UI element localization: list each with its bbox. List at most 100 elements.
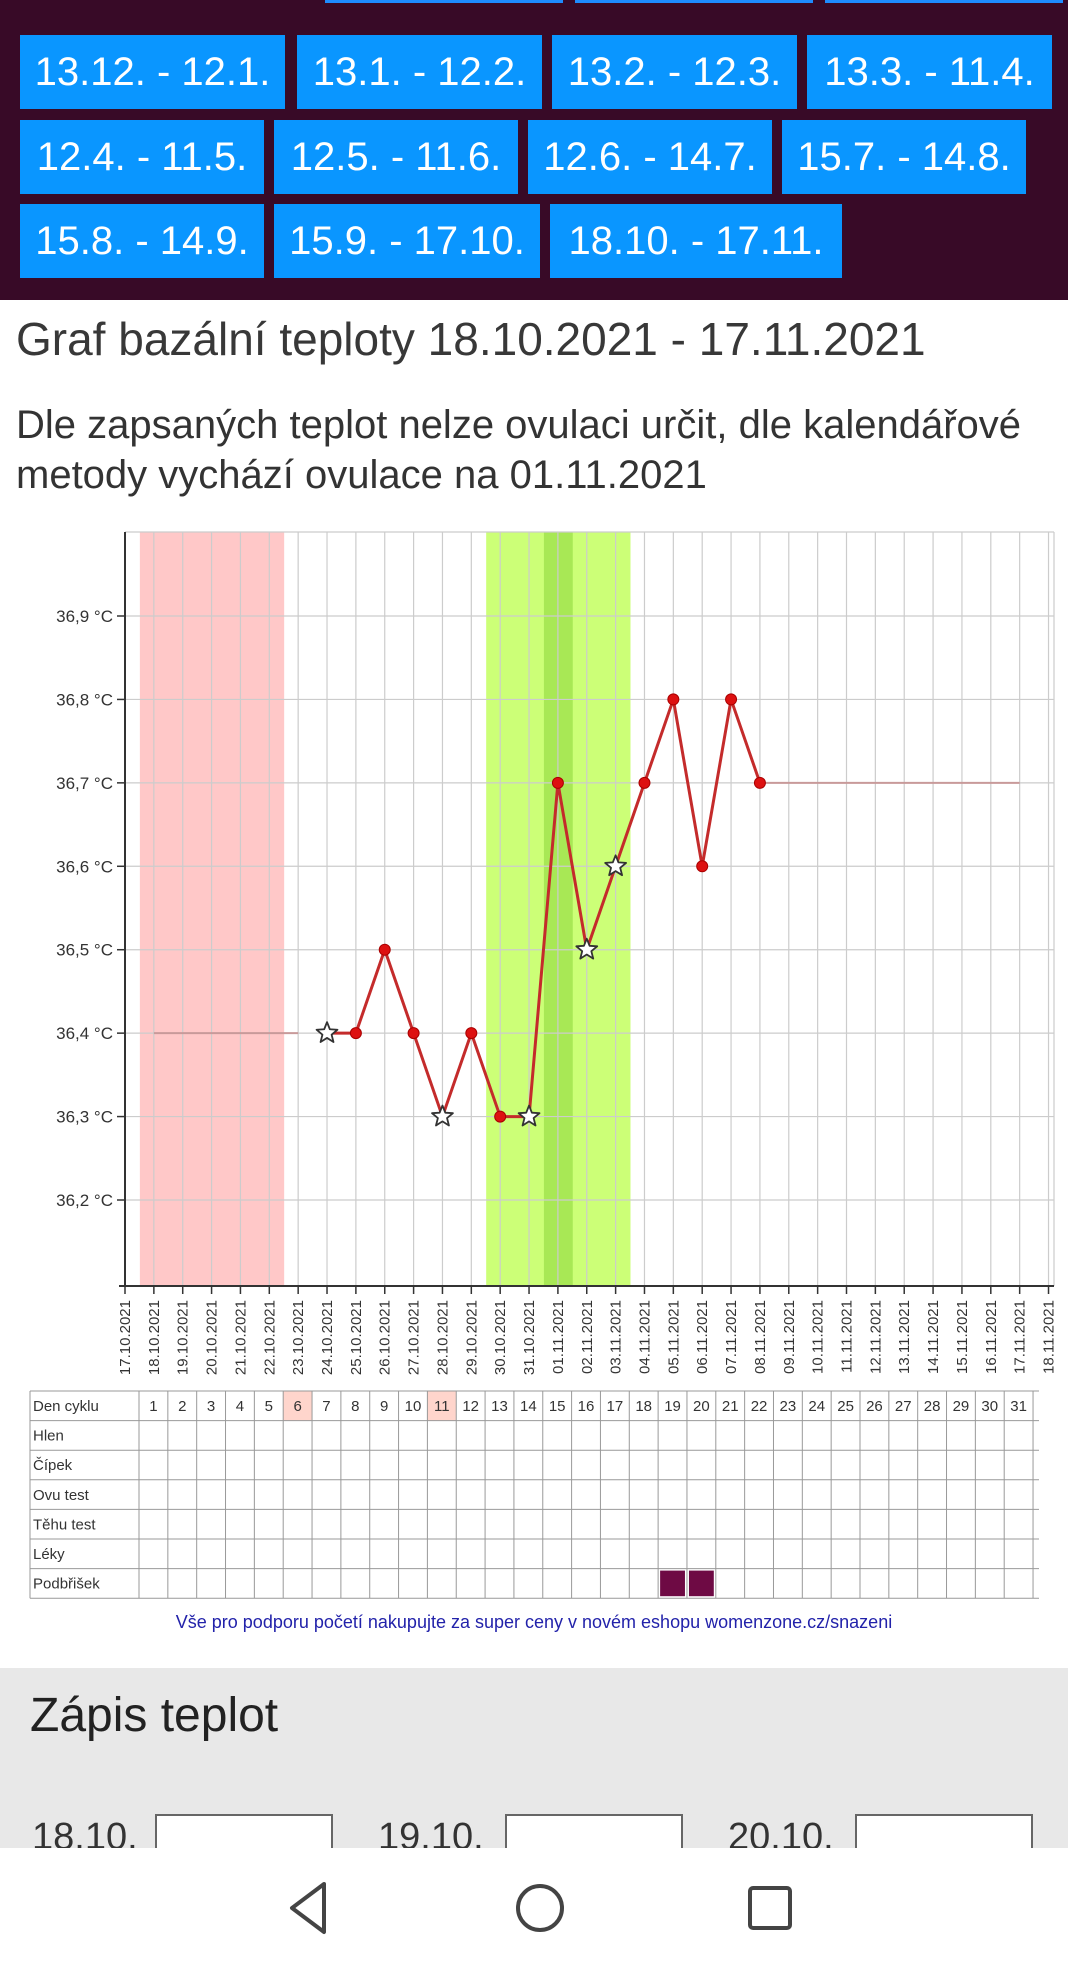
cycle-button[interactable]: 13.3. - 11.4. bbox=[807, 35, 1052, 109]
day-number: 1 bbox=[149, 1398, 157, 1415]
table-row-label: Den cyklu bbox=[33, 1398, 99, 1415]
data-point bbox=[465, 1027, 478, 1040]
y-tick-label: 36,4 °C bbox=[56, 1024, 113, 1043]
day-number: 5 bbox=[265, 1398, 273, 1415]
ovulation-result-text: Dle zapsaných teplot nelze ovulaci určit… bbox=[16, 403, 1022, 497]
day-number: 18 bbox=[635, 1398, 652, 1415]
podbrisek-filled-cell bbox=[660, 1570, 685, 1597]
table-row-label: Těhu test bbox=[33, 1516, 96, 1533]
day-number: 16 bbox=[578, 1398, 595, 1415]
day-number: 31 bbox=[1010, 1398, 1027, 1415]
temperature-form: Zápis teplot 18.10. 19.10. 20.10. bbox=[0, 1668, 1068, 1848]
day-number: 9 bbox=[380, 1398, 388, 1415]
day-number: 11 bbox=[434, 1398, 450, 1415]
top-tab-edge bbox=[825, 0, 1063, 3]
cycle-button[interactable]: 15.9. - 17.10. bbox=[274, 204, 540, 278]
x-tick-label: 27.10.2021 bbox=[406, 1300, 423, 1375]
temperature-line bbox=[327, 697, 762, 1119]
form-title: Zápis teplot bbox=[30, 1689, 279, 1742]
x-tick-label: 25.10.2021 bbox=[348, 1300, 365, 1375]
x-tick-label: 10.11.2021 bbox=[810, 1300, 827, 1374]
home-button[interactable] bbox=[480, 1848, 600, 1968]
day-number: 6 bbox=[293, 1398, 301, 1415]
top-tab-edge bbox=[575, 0, 813, 3]
x-tick-label: 19.10.2021 bbox=[175, 1300, 192, 1375]
x-tick-label: 09.11.2021 bbox=[781, 1300, 798, 1374]
table-row-label: Podbřišek bbox=[33, 1576, 100, 1593]
temperature-input[interactable] bbox=[855, 1814, 1033, 1848]
cycle-button[interactable]: 12.6. - 14.7. bbox=[528, 120, 772, 194]
back-button[interactable] bbox=[250, 1848, 370, 1968]
day-number: 21 bbox=[722, 1398, 739, 1415]
data-point bbox=[407, 1027, 420, 1040]
day-number: 13 bbox=[491, 1398, 508, 1415]
table-row-label: Hlen bbox=[33, 1428, 64, 1445]
x-tick-label: 17.10.2021 bbox=[117, 1300, 134, 1375]
data-point-star bbox=[431, 1104, 454, 1127]
x-tick-label: 29.10.2021 bbox=[463, 1300, 480, 1375]
date-label: 18.10. bbox=[32, 1816, 138, 1848]
x-tick-label: 04.11.2021 bbox=[636, 1300, 653, 1374]
x-tick-label: 15.11.2021 bbox=[954, 1300, 971, 1374]
data-point-star bbox=[315, 1021, 339, 1043]
podbrisek-filled-cell bbox=[688, 1570, 714, 1597]
data-point bbox=[725, 693, 738, 706]
day-number: 8 bbox=[351, 1398, 359, 1415]
cycle-button[interactable]: 15.8. - 14.9. bbox=[20, 204, 264, 278]
cycle-button[interactable]: 15.7. - 14.8. bbox=[782, 120, 1026, 194]
table-row-label: Ovu test bbox=[33, 1487, 90, 1504]
day-number: 12 bbox=[462, 1398, 479, 1415]
page-title: Graf bazální teploty 18.10.2021 - 17.11.… bbox=[16, 313, 926, 365]
data-point bbox=[349, 1027, 362, 1040]
table-row-label: Čípek bbox=[33, 1457, 73, 1474]
data-point-star bbox=[517, 1104, 541, 1127]
y-tick-label: 36,6 °C bbox=[56, 857, 113, 876]
day-number: 10 bbox=[405, 1398, 422, 1415]
date-label: 20.10. bbox=[728, 1816, 834, 1848]
cycle-button[interactable]: 13.2. - 12.3. bbox=[552, 35, 797, 109]
data-point bbox=[667, 693, 680, 706]
cycle-button[interactable]: 13.12. - 12.1. bbox=[20, 35, 285, 109]
back-icon bbox=[290, 1882, 326, 1934]
data-point bbox=[494, 1110, 507, 1123]
bbt-chart: 36,9 °C 36,8 °C 36,7 °C 36,6 °C 36,5 °C 36,4 … bbox=[56, 531, 1058, 1375]
y-tick-label: 36,2 °C bbox=[56, 1191, 113, 1210]
x-tick-label: 28.10.2021 bbox=[434, 1300, 451, 1375]
x-tick-label: 02.11.2021 bbox=[579, 1300, 596, 1374]
cycle-button[interactable]: 12.4. - 11.5. bbox=[20, 120, 264, 194]
data-point bbox=[378, 943, 391, 956]
temperature-input[interactable] bbox=[505, 1814, 683, 1848]
cycle-button[interactable]: 13.1. - 12.2. bbox=[297, 35, 542, 109]
day-number: 15 bbox=[549, 1398, 566, 1415]
promo-link[interactable]: Vše pro podporu početí nakupujte za supe… bbox=[175, 1612, 893, 1632]
x-tick-label: 16.11.2021 bbox=[983, 1300, 1000, 1374]
x-tick-label: 21.10.2021 bbox=[232, 1300, 249, 1375]
day-number: 17 bbox=[607, 1398, 624, 1415]
x-tick-label: 18.11.2021 bbox=[1041, 1300, 1058, 1374]
x-tick-label: 14.11.2021 bbox=[925, 1300, 942, 1374]
y-tick-label: 36,9 °C bbox=[56, 607, 113, 626]
day-number: 29 bbox=[953, 1398, 970, 1415]
recents-button[interactable] bbox=[710, 1848, 830, 1968]
day-number: 24 bbox=[808, 1398, 825, 1415]
cycle-button-selected[interactable]: 18.10. - 17.11. bbox=[550, 204, 842, 278]
data-point bbox=[638, 776, 651, 789]
day-number: 26 bbox=[866, 1398, 883, 1415]
day-number: 23 bbox=[780, 1398, 797, 1415]
y-tick-label: 36,5 °C bbox=[56, 941, 113, 960]
x-tick-label: 20.10.2021 bbox=[204, 1300, 221, 1375]
cycle-button[interactable]: 12.5. - 11.6. bbox=[274, 120, 518, 194]
x-tick-label: 23.10.2021 bbox=[290, 1300, 307, 1375]
data-point-star bbox=[575, 937, 599, 960]
x-tick-label: 26.10.2021 bbox=[377, 1300, 394, 1375]
y-tick-label: 36,7 °C bbox=[56, 774, 113, 793]
x-tick-label: 07.11.2021 bbox=[723, 1300, 740, 1374]
x-tick-label: 24.10.2021 bbox=[319, 1300, 336, 1375]
day-number: 25 bbox=[837, 1398, 854, 1415]
top-tab-edge bbox=[325, 0, 563, 3]
day-highlight-cell bbox=[283, 1391, 313, 1421]
temperature-input[interactable] bbox=[155, 1814, 333, 1848]
date-label: 19.10. bbox=[378, 1816, 484, 1848]
x-tick-label: 13.11.2021 bbox=[896, 1300, 913, 1374]
day-number: 4 bbox=[236, 1398, 244, 1415]
